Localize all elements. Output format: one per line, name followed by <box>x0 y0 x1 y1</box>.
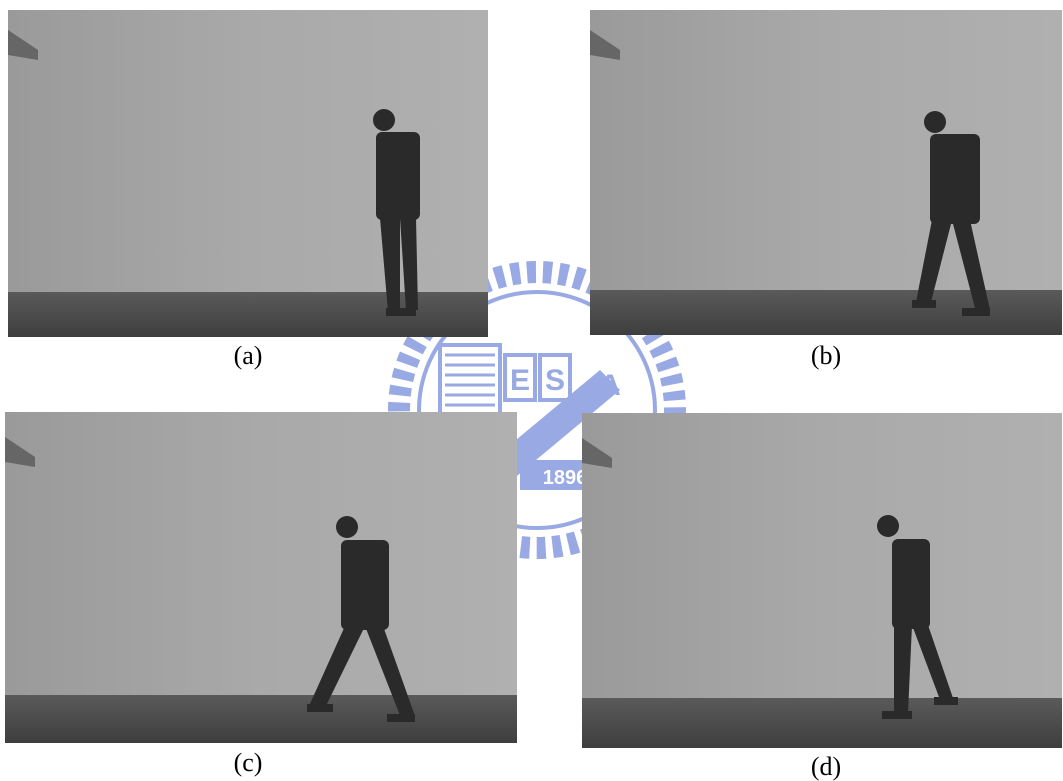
watermark-year: 1896 <box>543 467 588 489</box>
caption: (c) <box>234 748 263 777</box>
caption: (d) <box>811 752 841 781</box>
photo <box>8 10 488 337</box>
photo <box>590 10 1062 335</box>
figure: E S A 1896 <box>0 0 1063 781</box>
watermark-letter: A <box>599 369 621 402</box>
watermark-letter: S <box>545 364 565 397</box>
watermark-letter: E <box>510 364 530 397</box>
caption: (b) <box>811 341 841 370</box>
caption: (a) <box>234 341 263 370</box>
photo <box>582 413 1062 748</box>
photo <box>5 412 517 743</box>
